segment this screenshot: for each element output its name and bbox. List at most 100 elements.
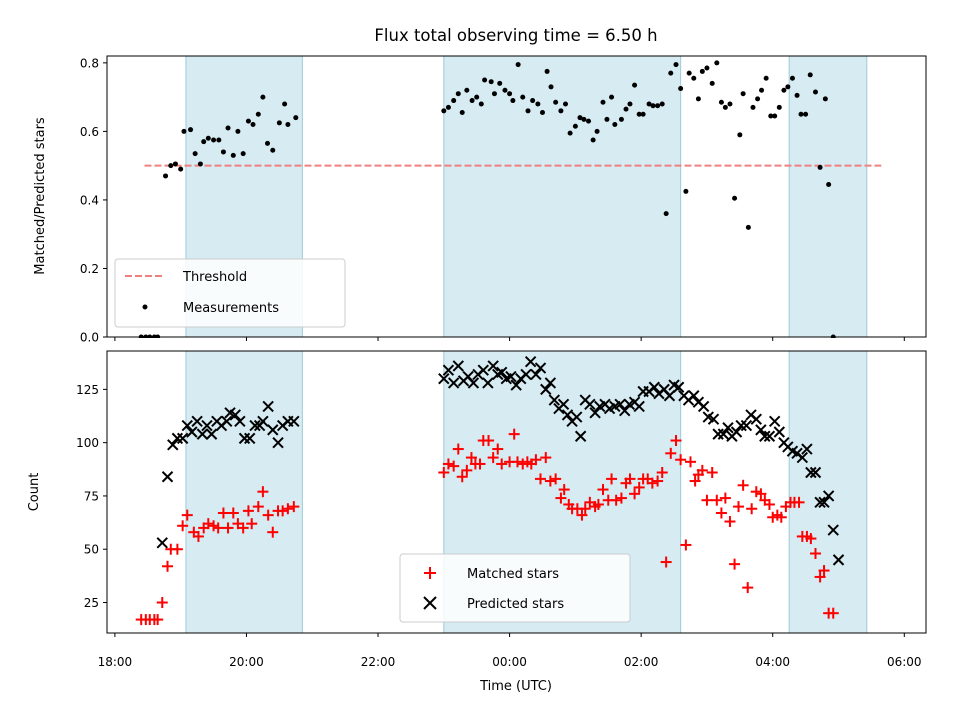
measurement-point (282, 101, 288, 107)
matched-stars-point (530, 454, 542, 466)
predicted-stars-point (530, 368, 542, 381)
predicted-stars-point (249, 419, 261, 432)
measurement-point (510, 98, 516, 104)
matched-stars-point (222, 522, 234, 534)
predicted-stars-point (452, 360, 464, 372)
measurement-point (240, 151, 246, 157)
predicted-stars-point (495, 366, 508, 379)
predicted-stars-point (633, 400, 645, 413)
measurement-point (640, 111, 646, 117)
predicted-stars-point (763, 430, 776, 442)
predicted-stars-point (822, 490, 835, 502)
measurement-point (704, 65, 710, 71)
measurement-point (803, 111, 809, 117)
measurement-point (563, 101, 569, 107)
predicted-stars-point (759, 430, 771, 442)
measurement-point (172, 161, 178, 167)
count-panel: 25 50 75 100 125 18:00 20:00 22:00 00:00 02:00 04… (27, 350, 927, 694)
measurement-point (507, 91, 513, 97)
matched-stars-point (508, 428, 520, 440)
measurement-point (659, 101, 665, 107)
predicted-stars-point (262, 400, 274, 413)
matched-stars-point (809, 547, 821, 559)
matched-stars-point (262, 509, 274, 521)
predicted-stars-point (805, 466, 817, 479)
x-axis-label: Time (UTC) (479, 679, 552, 694)
shaded-interval-ratio-2 (788, 55, 868, 338)
measurement-point (192, 151, 198, 157)
measurement-point (699, 68, 705, 74)
matched-stars-point (592, 498, 604, 510)
measurement-point (609, 94, 615, 100)
matched-stars-point (246, 518, 258, 530)
matched-stars-point (793, 496, 805, 508)
measurement-point (567, 130, 573, 136)
predicted-stars-point (244, 432, 256, 445)
measurement-point (776, 104, 782, 110)
matched-stars-point (746, 503, 758, 515)
measurement-point (618, 116, 624, 122)
measurement-point (594, 128, 600, 134)
measurement-point (678, 86, 684, 92)
matched-stars-point (452, 443, 464, 455)
predicted-stars-point (796, 451, 809, 464)
measurement-point (451, 98, 457, 104)
measurement-point (727, 101, 733, 107)
measurement-point (459, 110, 465, 116)
measurement-point (663, 211, 669, 217)
measurement-point (491, 91, 497, 97)
measurement-point (230, 152, 236, 158)
measurement-point (798, 111, 804, 117)
legend-predicted-label: Predicted stars (467, 597, 564, 612)
x-tick-label: 02:00 (624, 655, 659, 669)
measurement-point (178, 166, 184, 172)
predicted-stars-point (570, 411, 583, 423)
y-tick-label: 50 (84, 543, 99, 557)
measurement-point (225, 125, 231, 131)
measurement-point (544, 68, 550, 74)
measurement-point (817, 164, 823, 170)
matched-stars-point (212, 522, 224, 534)
matched-stars-point (724, 516, 736, 528)
matched-stars-point (775, 511, 787, 523)
predicted-stars-point (176, 432, 189, 445)
predicted-stars-point (548, 394, 561, 406)
measurement-point (668, 70, 674, 76)
matched-stars-point (496, 458, 508, 470)
matched-stars-point (684, 456, 696, 468)
matched-stars-point (711, 494, 723, 506)
matched-stars-point (610, 494, 622, 506)
y-tick-label: 0.0 (80, 331, 99, 345)
measurement-point (683, 188, 689, 194)
predicted-stars-point (584, 398, 596, 410)
measurement-point (235, 128, 241, 134)
matched-stars-point (162, 560, 174, 572)
predicted-stars-point (257, 415, 269, 428)
predicted-stars-point (818, 496, 830, 509)
matched-stars-point (680, 539, 692, 551)
predicted-stars-point (557, 398, 570, 410)
matched-stars-point (689, 475, 701, 487)
measurement-point (590, 137, 596, 143)
measurement-point (691, 75, 697, 81)
measurement-point (464, 87, 470, 93)
measurement-point (686, 70, 692, 76)
matched-stars-point (729, 558, 741, 570)
matched-stars-point (670, 435, 682, 447)
ratio-axes-frame (106, 55, 927, 338)
measurement-point (807, 72, 813, 78)
predicted-stars-point (750, 413, 762, 425)
x-tick-label: 22:00 (361, 655, 396, 669)
predicted-stars-point (827, 524, 839, 536)
measurement-point (755, 96, 761, 102)
matched-stars-point (576, 509, 588, 521)
measurement-point (612, 122, 618, 128)
measurement-point (558, 108, 564, 114)
matched-stars-point (474, 458, 486, 470)
predicted-stars-point (663, 390, 676, 402)
predicted-stars-point (755, 424, 767, 436)
matched-stars-point (818, 565, 830, 577)
measurement-point (812, 89, 818, 95)
matched-stars-point (558, 484, 570, 496)
matched-stars-point (181, 509, 193, 521)
